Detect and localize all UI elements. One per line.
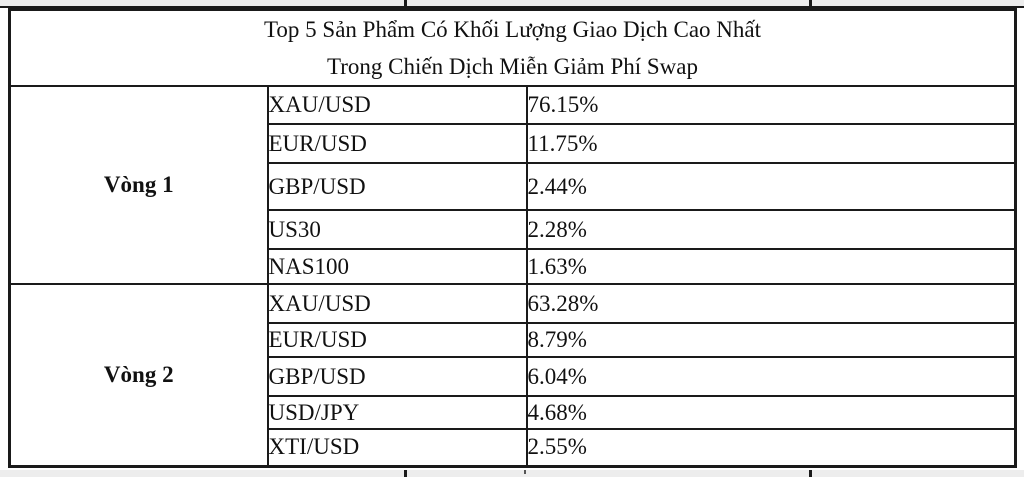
share-cell: 2.55% [525, 428, 1017, 467]
group-label-round2: Vòng 2 [8, 283, 269, 467]
crop-border-tick [404, 0, 407, 6]
cropped-table-below [0, 470, 1024, 477]
table-row: NAS100 1.63% [10, 248, 1017, 285]
column-border-stub [524, 470, 526, 474]
share-cell: 76.15% [525, 85, 1017, 125]
group-label-round1: Vòng 1 [8, 85, 269, 285]
product-cell: US30 [266, 209, 528, 250]
share-cell: 4.68% [525, 395, 1017, 430]
product-cell: XAU/USD [266, 283, 528, 324]
share-cell: 1.63% [525, 248, 1017, 285]
share-cell: 6.04% [525, 356, 1017, 397]
table-row: EUR/USD 8.79% [10, 322, 1017, 358]
table-row: GBP/USD 6.04% [10, 356, 1017, 397]
product-cell: USD/JPY [266, 395, 528, 430]
share-cell: 2.28% [525, 209, 1017, 250]
product-cell: EUR/USD [266, 123, 528, 164]
table-row: Vòng 1 XAU/USD 76.15% [8, 85, 1017, 285]
product-cell: GBP/USD [266, 162, 528, 211]
product-cell: EUR/USD [266, 322, 528, 358]
product-cell: XTI/USD [266, 428, 528, 467]
table-row: EUR/USD 11.75% [10, 123, 1017, 164]
crop-border-tick [404, 470, 407, 477]
table-row: Vòng 2 XAU/USD 63.28% [8, 283, 1017, 467]
table-row: US30 2.28% [10, 209, 1017, 250]
top5-volume-table: Top 5 Sản Phẩm Có Khối Lượng Giao Dịch C… [8, 8, 1018, 468]
table-row: USD/JPY 4.68% [10, 395, 1017, 430]
table-title: Top 5 Sản Phẩm Có Khối Lượng Giao Dịch C… [8, 8, 1017, 87]
share-cell: 11.75% [525, 123, 1017, 164]
table-title-line1: Top 5 Sản Phẩm Có Khối Lượng Giao Dịch C… [263, 17, 762, 42]
product-cell: XAU/USD [266, 85, 528, 125]
share-cell: 2.44% [525, 162, 1017, 211]
crop-border-tick [809, 0, 812, 6]
crop-border-tick [809, 470, 812, 477]
table-row: XTI/USD 2.55% [10, 428, 1017, 467]
table-title-line2: Trong Chiến Dịch Miễn Giảm Phí Swap [327, 54, 698, 79]
table-row: GBP/USD 2.44% [10, 162, 1017, 211]
share-cell: 63.28% [525, 283, 1017, 324]
share-cell: 8.79% [525, 322, 1017, 358]
product-cell: GBP/USD [266, 356, 528, 397]
divider-line [0, 6, 1024, 8]
product-cell: NAS100 [266, 248, 528, 285]
cropped-table-above [0, 0, 1024, 6]
